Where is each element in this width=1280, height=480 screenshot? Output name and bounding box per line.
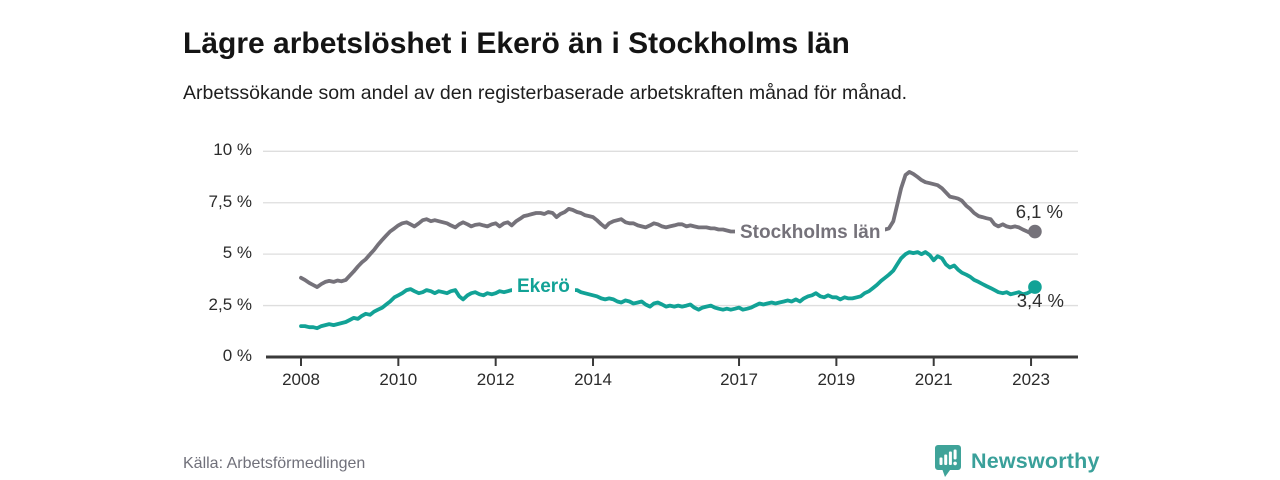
newsworthy-logo[interactable]: Newsworthy — [934, 444, 1100, 478]
end-value-ekero: 3,4 % — [1016, 290, 1064, 311]
x-tick-label: 2008 — [282, 370, 320, 389]
series-line-ekero — [299, 250, 1037, 331]
newsworthy-icon — [935, 445, 961, 477]
newsworthy-wordmark: Newsworthy — [971, 448, 1100, 473]
y-tick-label: 2,5 % — [208, 294, 252, 314]
x-tick-label: 2012 — [476, 370, 515, 389]
y-tick-label: 5 % — [222, 243, 252, 263]
series-label-ekero: Ekerö — [512, 274, 575, 300]
x-tick-label: 2021 — [914, 370, 953, 389]
y-tick-label: 7,5 % — [208, 191, 252, 211]
end-value-stockholms-lan: 6,1 % — [1015, 201, 1063, 222]
x-tick-label: 2019 — [817, 370, 856, 389]
y-tick-label: 10 % — [213, 140, 252, 160]
series-end-dot-stockholms-lan — [1028, 224, 1042, 239]
series-label-stockholms-lan: Stockholms län — [735, 220, 886, 246]
x-tick-label: 2010 — [379, 370, 418, 389]
x-tick-label: 2023 — [1012, 370, 1050, 389]
x-tick-label: 2017 — [720, 370, 758, 389]
source-caption: Källa: Arbetsförmedlingen — [183, 455, 366, 472]
page-title: Lägre arbetslöshet i Ekerö än i Stockhol… — [183, 27, 850, 61]
series-line-stockholms-lan — [299, 170, 1037, 289]
x-tick-label: 2014 — [574, 370, 612, 389]
y-tick-label: 0 % — [222, 346, 252, 365]
series-end-dot-ekero — [1028, 280, 1042, 294]
page-subtitle: Arbetssökande som andel av den registerb… — [183, 81, 908, 104]
